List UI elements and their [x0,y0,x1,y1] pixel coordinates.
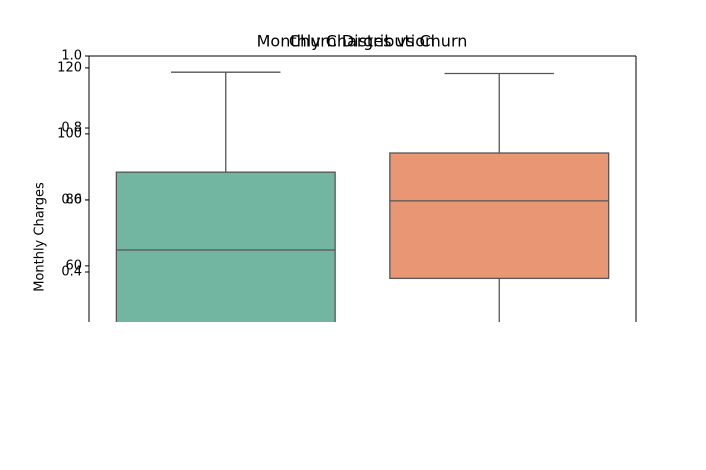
y-tick-label: 0.8 [61,121,82,136]
box [115,171,336,322]
y-tick-label: 100 [57,126,82,141]
y-tick-label: 1.0 [61,49,82,64]
plot-area: Monthly Charges vs Churn Churn Distribut… [33,32,637,322]
chart-title: Churn Distribution [289,32,435,51]
y-tick-label: 0.4 [61,265,82,280]
chart-title: Monthly Charges vs Churn [257,32,468,51]
y-tick-label: 0.6 [61,193,82,208]
y-axis-label: Monthly Charges [33,182,48,292]
y-tick-label: 120 [57,60,82,75]
y-tick-label: 60 [65,258,82,273]
box [389,152,610,280]
y-tick-label: 80 [65,192,82,207]
